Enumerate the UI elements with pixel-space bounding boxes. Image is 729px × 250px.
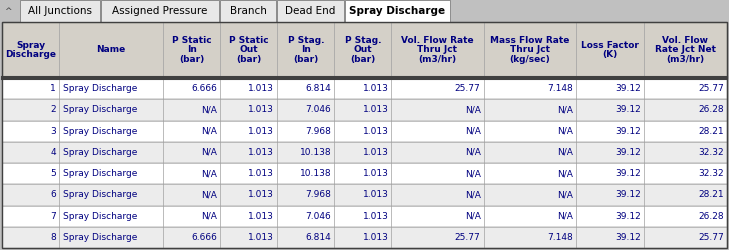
Text: N/A: N/A xyxy=(557,190,573,200)
Text: 1.013: 1.013 xyxy=(362,212,389,220)
Text: 1.013: 1.013 xyxy=(362,106,389,114)
Text: P Stag.
Out
(bar): P Stag. Out (bar) xyxy=(345,36,381,64)
Text: 1.013: 1.013 xyxy=(249,126,274,136)
Text: Branch: Branch xyxy=(230,6,266,16)
Text: 25.77: 25.77 xyxy=(455,84,480,93)
Text: N/A: N/A xyxy=(201,126,217,136)
Text: 6.814: 6.814 xyxy=(305,84,332,93)
Text: 1.013: 1.013 xyxy=(249,106,274,114)
Text: 39.12: 39.12 xyxy=(615,106,641,114)
Text: 1.013: 1.013 xyxy=(249,169,274,178)
Text: 1.013: 1.013 xyxy=(249,212,274,220)
Text: Mass Flow Rate
Thru Jct
(kg/sec): Mass Flow Rate Thru Jct (kg/sec) xyxy=(490,36,569,64)
Text: Spray Discharge: Spray Discharge xyxy=(349,6,445,16)
Text: Dead End: Dead End xyxy=(285,6,335,16)
Text: N/A: N/A xyxy=(557,126,573,136)
Text: Spray
Discharge: Spray Discharge xyxy=(5,41,56,59)
Text: 25.77: 25.77 xyxy=(698,84,724,93)
Text: 1.013: 1.013 xyxy=(362,148,389,157)
Text: 1.013: 1.013 xyxy=(249,233,274,242)
Text: 3: 3 xyxy=(50,126,56,136)
Text: 39.12: 39.12 xyxy=(615,148,641,157)
Text: N/A: N/A xyxy=(201,190,217,200)
Text: N/A: N/A xyxy=(201,169,217,178)
Text: 25.77: 25.77 xyxy=(455,233,480,242)
Text: 6.814: 6.814 xyxy=(305,233,332,242)
Text: 26.28: 26.28 xyxy=(698,106,724,114)
Text: N/A: N/A xyxy=(557,169,573,178)
Text: 39.12: 39.12 xyxy=(615,233,641,242)
Text: 7.148: 7.148 xyxy=(547,84,573,93)
Text: 1.013: 1.013 xyxy=(362,84,389,93)
Text: Spray Discharge: Spray Discharge xyxy=(63,169,137,178)
Text: 39.12: 39.12 xyxy=(615,212,641,220)
Text: ^: ^ xyxy=(4,6,12,16)
Text: 7.148: 7.148 xyxy=(547,233,573,242)
Text: 1.013: 1.013 xyxy=(249,190,274,200)
Text: 39.12: 39.12 xyxy=(615,84,641,93)
Text: P Stag.
In
(bar): P Stag. In (bar) xyxy=(287,36,324,64)
Text: Spray Discharge: Spray Discharge xyxy=(63,148,137,157)
Text: 39.12: 39.12 xyxy=(615,126,641,136)
Text: Spray Discharge: Spray Discharge xyxy=(63,126,137,136)
Text: 28.21: 28.21 xyxy=(698,190,724,200)
Text: 10.138: 10.138 xyxy=(300,169,332,178)
Text: 6: 6 xyxy=(50,190,56,200)
Text: 7.968: 7.968 xyxy=(305,126,332,136)
Text: 1.013: 1.013 xyxy=(249,148,274,157)
Text: 32.32: 32.32 xyxy=(698,169,724,178)
Text: 8: 8 xyxy=(50,233,56,242)
Text: 1: 1 xyxy=(50,84,56,93)
Text: 32.32: 32.32 xyxy=(698,148,724,157)
Text: N/A: N/A xyxy=(557,106,573,114)
Text: 1.013: 1.013 xyxy=(362,126,389,136)
Text: 39.12: 39.12 xyxy=(615,190,641,200)
Text: N/A: N/A xyxy=(464,169,480,178)
Text: 6.666: 6.666 xyxy=(192,233,217,242)
Text: 39.12: 39.12 xyxy=(615,169,641,178)
Text: Spray Discharge: Spray Discharge xyxy=(63,212,137,220)
Text: 6.666: 6.666 xyxy=(192,84,217,93)
Text: N/A: N/A xyxy=(201,212,217,220)
Text: 7.046: 7.046 xyxy=(305,106,332,114)
Text: Spray Discharge: Spray Discharge xyxy=(63,233,137,242)
Text: N/A: N/A xyxy=(464,106,480,114)
Text: 7.046: 7.046 xyxy=(305,212,332,220)
Text: N/A: N/A xyxy=(464,212,480,220)
Text: 5: 5 xyxy=(50,169,56,178)
Text: Name: Name xyxy=(96,46,126,54)
Text: Loss Factor
(K): Loss Factor (K) xyxy=(581,41,639,59)
Text: 7.968: 7.968 xyxy=(305,190,332,200)
Text: 1.013: 1.013 xyxy=(249,84,274,93)
Text: N/A: N/A xyxy=(464,190,480,200)
Text: P Static
In
(bar): P Static In (bar) xyxy=(172,36,211,64)
Text: Vol. Flow Rate
Thru Jct
(m3/hr): Vol. Flow Rate Thru Jct (m3/hr) xyxy=(401,36,474,64)
Text: 1.013: 1.013 xyxy=(362,190,389,200)
Text: 7: 7 xyxy=(50,212,56,220)
Text: N/A: N/A xyxy=(464,148,480,157)
Text: 4: 4 xyxy=(50,148,56,157)
Text: Vol. Flow
Rate Jct Net
(m3/hr): Vol. Flow Rate Jct Net (m3/hr) xyxy=(655,36,716,64)
Text: Assigned Pressure: Assigned Pressure xyxy=(112,6,208,16)
Text: N/A: N/A xyxy=(201,148,217,157)
Text: 1.013: 1.013 xyxy=(362,233,389,242)
Text: N/A: N/A xyxy=(464,126,480,136)
Text: Spray Discharge: Spray Discharge xyxy=(63,106,137,114)
Text: N/A: N/A xyxy=(557,212,573,220)
Text: 1.013: 1.013 xyxy=(362,169,389,178)
Text: 25.77: 25.77 xyxy=(698,233,724,242)
Text: N/A: N/A xyxy=(201,106,217,114)
Text: 10.138: 10.138 xyxy=(300,148,332,157)
Text: 26.28: 26.28 xyxy=(698,212,724,220)
Text: P Static
Out
(bar): P Static Out (bar) xyxy=(229,36,268,64)
Text: Spray Discharge: Spray Discharge xyxy=(63,84,137,93)
Text: Spray Discharge: Spray Discharge xyxy=(63,190,137,200)
Text: All Junctions: All Junctions xyxy=(28,6,92,16)
Text: 28.21: 28.21 xyxy=(698,126,724,136)
Text: 2: 2 xyxy=(50,106,56,114)
Text: N/A: N/A xyxy=(557,148,573,157)
